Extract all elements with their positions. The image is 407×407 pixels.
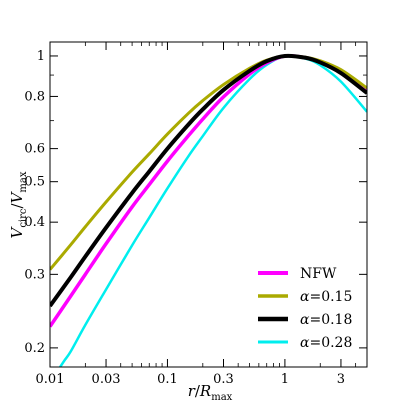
y-tick-label: 0.3 bbox=[24, 267, 45, 282]
legend-label: α=0.28 bbox=[300, 335, 352, 351]
x-tick-label: 0.01 bbox=[36, 372, 65, 387]
legend-label: α=0.15 bbox=[300, 289, 352, 305]
x-tick-label: 0.03 bbox=[92, 372, 121, 387]
x-tick-label: 0.1 bbox=[157, 372, 178, 387]
legend-label: α=0.18 bbox=[300, 312, 352, 328]
legend: NFW α=0.15 α=0.18 α=0.28 bbox=[258, 266, 352, 351]
y-tick-label: 0.8 bbox=[24, 89, 45, 104]
y-tick-label: 1 bbox=[37, 49, 45, 64]
x-tick-label: 1 bbox=[281, 372, 289, 387]
curves-layer bbox=[50, 53, 367, 367]
y-axis-title: Vcirc/Vmax bbox=[8, 171, 29, 238]
y-tick-label: 0.4 bbox=[24, 215, 45, 230]
series-line bbox=[50, 53, 367, 308]
y-tick-label: 0.6 bbox=[24, 142, 45, 157]
y-axis: 0.2 0.3 0.4 0.5 0.6 0.8 1 bbox=[24, 49, 367, 356]
y-tick-label: 0.2 bbox=[24, 341, 45, 356]
x-tick-label: 0.3 bbox=[213, 372, 234, 387]
y-tick-label: 0.5 bbox=[24, 175, 45, 190]
x-axis-title: r/Rmax bbox=[188, 382, 233, 403]
x-axis: 0.01 0.03 0.1 0.3 1 3 bbox=[36, 42, 357, 387]
legend-label: NFW bbox=[300, 266, 337, 282]
x-tick-label: 3 bbox=[337, 372, 345, 387]
plot-frame bbox=[49, 41, 368, 368]
